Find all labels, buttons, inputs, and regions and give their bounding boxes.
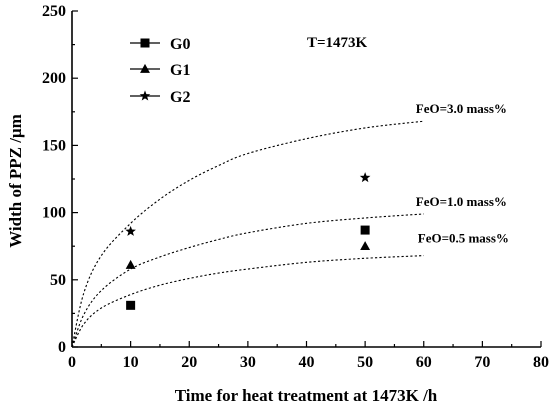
y-tick-label: 100 bbox=[42, 205, 66, 222]
x-tick-label: 80 bbox=[533, 354, 549, 371]
fit-curve bbox=[71, 255, 424, 348]
x-tick-label: 70 bbox=[474, 354, 490, 371]
g1-point bbox=[125, 259, 136, 269]
temperature-annotation: T=1473K bbox=[307, 35, 368, 51]
legend-label-g0: G0 bbox=[170, 36, 190, 53]
x-axis-title: Time for heat treatment at 1473K /h bbox=[175, 386, 438, 405]
y-tick-label: 50 bbox=[50, 272, 66, 289]
points-layer bbox=[125, 172, 371, 310]
curves-layer: FeO=3.0 mass% FeO=1.0 mass% FeO=0.5 mass% bbox=[71, 101, 509, 348]
legend: G0 G1 G2 bbox=[130, 36, 190, 106]
g1-point bbox=[360, 241, 371, 251]
x-tick-label: 10 bbox=[123, 354, 139, 371]
x-tick-label: 20 bbox=[181, 354, 197, 371]
curve-label: FeO=0.5 mass% bbox=[418, 231, 509, 246]
y-tick-label: 150 bbox=[42, 137, 66, 154]
g2-point bbox=[359, 172, 371, 183]
y-tick-label: 250 bbox=[42, 3, 66, 20]
y-tick-label: 200 bbox=[42, 70, 66, 87]
fit-curve bbox=[71, 120, 424, 348]
legend-marker-g1 bbox=[140, 63, 150, 73]
legend-label-g1: G1 bbox=[170, 62, 190, 79]
curve-label: FeO=3.0 mass% bbox=[416, 101, 507, 116]
x-tick-label: 50 bbox=[357, 354, 373, 371]
x-tick-label: 40 bbox=[299, 354, 315, 371]
legend-marker-g2 bbox=[139, 90, 151, 101]
x-tick-label: 60 bbox=[416, 354, 432, 371]
legend-marker-g0 bbox=[140, 38, 150, 48]
y-axis-title: Width of PPZ /μm bbox=[6, 114, 25, 248]
g0-point bbox=[360, 225, 370, 235]
fit-curve bbox=[71, 213, 424, 348]
legend-label-g2: G2 bbox=[170, 89, 190, 106]
x-tick-label: 0 bbox=[68, 354, 76, 371]
curve-label: FeO=1.0 mass% bbox=[416, 194, 507, 209]
g0-point bbox=[126, 300, 136, 310]
g2-point bbox=[125, 225, 136, 236]
axes-layer: 0 10 20 30 40 50 60 70 80 0 50 100 150 200 250 bbox=[42, 3, 549, 371]
y-tick-label: 0 bbox=[58, 339, 66, 356]
x-tick-label: 30 bbox=[240, 354, 256, 371]
